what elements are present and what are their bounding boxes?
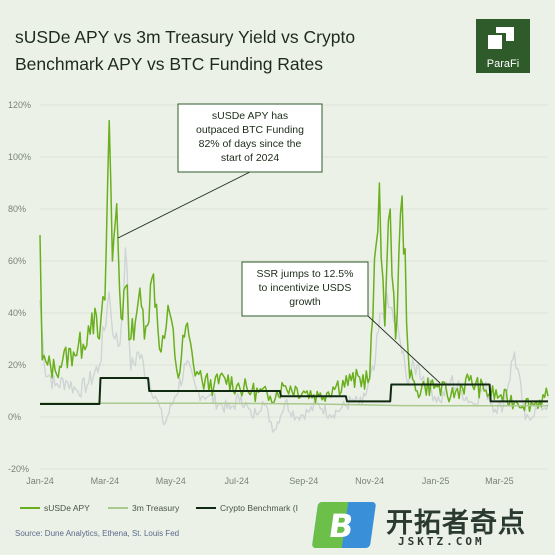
annotation-leader-line xyxy=(117,171,251,239)
legend-label: sUSDe APY xyxy=(44,503,90,513)
series-line-3m-treasury xyxy=(40,402,549,407)
series-line-crypto-benchmark xyxy=(40,377,548,405)
y-tick-label: 40% xyxy=(8,308,26,318)
annotation-text: sUSDe APY has xyxy=(212,110,288,122)
annotation-text: start of 2024 xyxy=(221,152,280,164)
series-lines xyxy=(39,119,549,433)
title-line-2: Benchmark APY vs BTC Funding Rates xyxy=(15,54,324,74)
annotations: sUSDe APY has outpaced BTC Funding 82% of … xyxy=(117,103,441,384)
annotation-box xyxy=(177,103,323,173)
y-tick-label: 80% xyxy=(8,204,26,214)
annotation-text: to incentivize USDS xyxy=(259,282,352,294)
source-note: Source: Dune Analytics, Ethena, St. Loui… xyxy=(15,529,180,538)
watermark-logo-icon: B xyxy=(311,502,377,548)
y-axis-ticks: -20% 0% 20% 40% 60% 80% 100% 120% xyxy=(8,100,31,474)
brand-name: ParaFi xyxy=(486,58,520,70)
chart-title: sUSDe APY vs 3m Treasury Yield vs Crypto… xyxy=(15,24,415,78)
parafi-logo: ParaFi xyxy=(476,19,530,73)
annotation-box xyxy=(241,261,369,317)
annotation-leader-line xyxy=(367,315,441,384)
y-tick-label: 60% xyxy=(8,256,26,266)
watermark-chinese-text: 开拓者奇点 xyxy=(386,508,526,539)
series-line-btc-funding xyxy=(39,247,549,433)
y-tick-label: 120% xyxy=(8,100,31,110)
y-tick-label: 0% xyxy=(8,412,21,422)
x-tick-label: Mar-25 xyxy=(485,476,514,486)
x-tick-label: Mar-24 xyxy=(91,476,120,486)
legend-label: 3m Treasury xyxy=(132,503,180,513)
annotation-text: outpaced BTC Funding xyxy=(196,124,304,136)
title-line-1: sUSDe APY vs 3m Treasury Yield vs Crypto xyxy=(15,27,356,47)
watermark: B 开拓者奇点 JSKTZ.COM xyxy=(311,495,555,555)
y-tick-label: -20% xyxy=(8,464,29,474)
x-tick-label: Jul-24 xyxy=(224,476,249,486)
x-tick-label: Jan-25 xyxy=(422,476,450,486)
legend-label: Crypto Benchmark (I xyxy=(220,503,298,513)
annotation-text: SSR jumps to 12.5% xyxy=(257,268,354,280)
y-tick-label: 20% xyxy=(8,360,26,370)
x-tick-label: Jan-24 xyxy=(26,476,54,486)
watermark-letter: B xyxy=(326,507,356,545)
watermark-url: JSKTZ.COM xyxy=(398,535,485,548)
x-tick-label: Nov-24 xyxy=(355,476,384,486)
annotation-text: 82% of days since the xyxy=(199,138,302,150)
x-axis-ticks: Jan-24 Mar-24 May-24 Jul-24 Sep-24 Nov-24 Jan-… xyxy=(26,476,513,486)
y-tick-label: 100% xyxy=(8,152,31,162)
x-tick-label: Sep-24 xyxy=(289,476,318,486)
parafi-mark-icon xyxy=(488,27,514,49)
series-line-susde-apy xyxy=(39,119,549,413)
x-tick-label: May-24 xyxy=(156,476,186,486)
legend: sUSDe APY 3m Treasury Crypto Benchmark (I xyxy=(20,503,298,513)
annotation-text: growth xyxy=(289,296,321,308)
